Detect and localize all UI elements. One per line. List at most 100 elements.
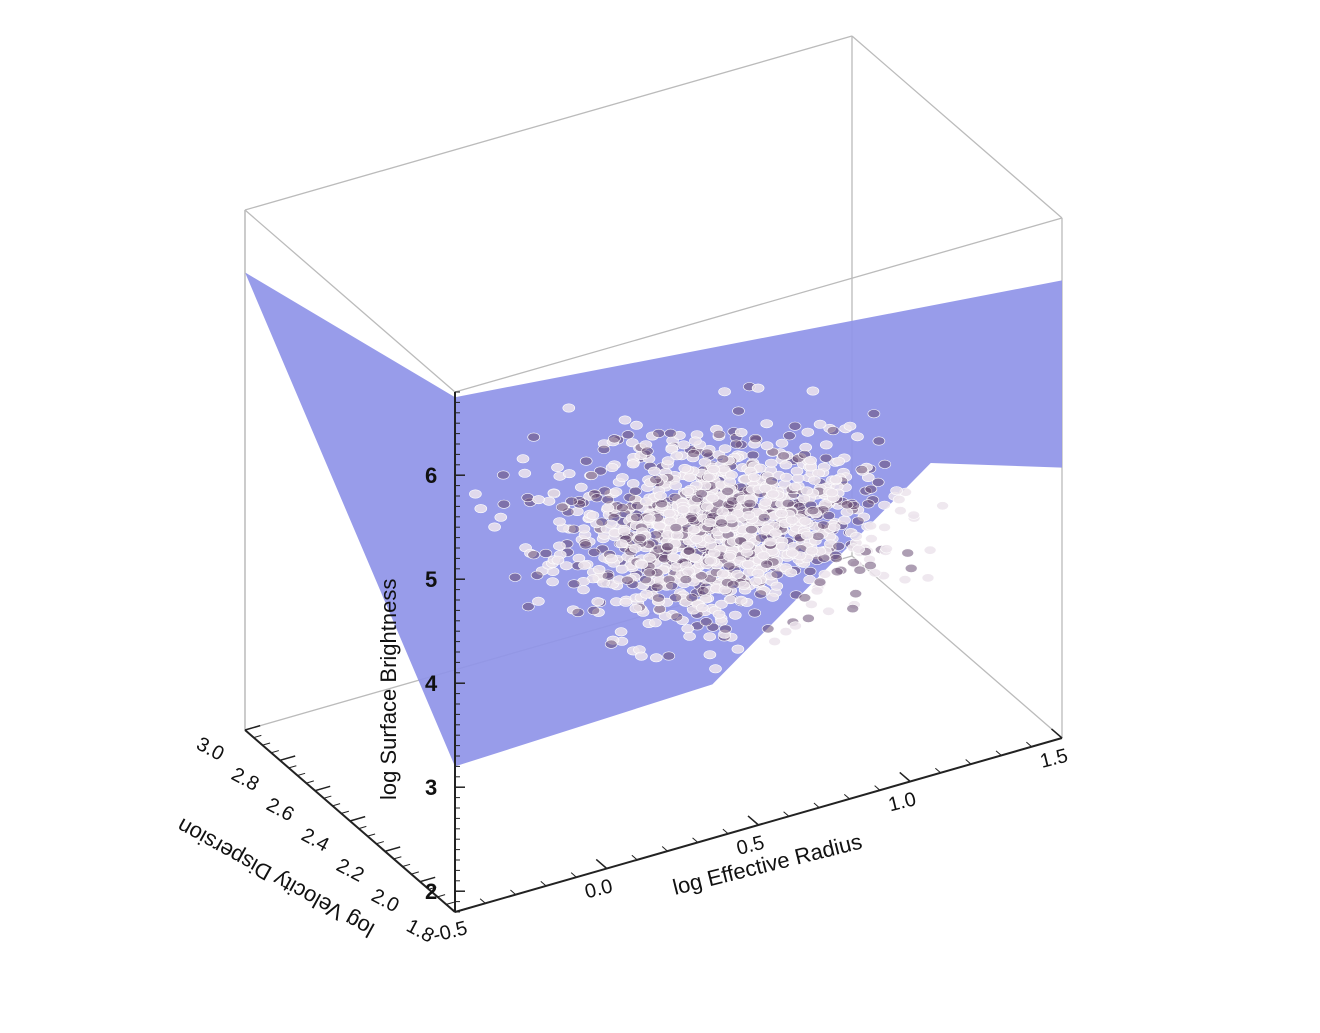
data-point: [851, 432, 864, 442]
data-point: [676, 505, 690, 515]
data-point: [765, 476, 778, 486]
data-point: [776, 541, 789, 551]
data-point: [742, 510, 756, 520]
data-point: [783, 431, 796, 441]
box-edge: [454, 217, 1063, 393]
data-point: [626, 479, 640, 489]
data-point: [804, 455, 817, 465]
data-point: [748, 608, 762, 618]
x-minor-tick: [510, 889, 517, 895]
data-point: [864, 484, 878, 494]
data-point: [754, 589, 767, 599]
data-point: [770, 569, 784, 579]
data-point: [761, 624, 775, 634]
y-tick-label: 2.0: [368, 885, 403, 917]
data-point: [729, 439, 743, 449]
data-point: [682, 566, 696, 576]
data-point: [605, 462, 619, 472]
y-minor-tick: [244, 727, 253, 731]
data-point: [616, 473, 629, 483]
data-point: [699, 617, 713, 627]
data-point: [861, 499, 875, 509]
data-point: [890, 486, 903, 496]
data-point: [907, 510, 921, 520]
data-point: [779, 460, 793, 470]
y-tick-label: 2.8: [228, 763, 263, 795]
data-point: [527, 550, 541, 560]
data-point: [683, 472, 697, 482]
data-point: [817, 520, 830, 530]
data-point: [852, 544, 865, 554]
data-point: [878, 500, 891, 510]
data-point: [813, 577, 827, 587]
x-minor-tick: [479, 898, 486, 904]
data-point: [878, 459, 892, 469]
data-point: [614, 627, 628, 637]
y-minor-tick: [428, 886, 437, 890]
data-point: [760, 441, 774, 451]
data-point: [579, 540, 593, 550]
data-point: [597, 444, 611, 454]
data-point: [878, 522, 891, 532]
x-minor-tick: [540, 880, 547, 887]
data-point: [800, 530, 814, 540]
data-point: [687, 448, 701, 458]
data-point: [850, 531, 863, 541]
x-minor-tick: [783, 811, 790, 817]
data-point: [803, 566, 817, 576]
data-point: [665, 581, 678, 591]
data-point: [565, 496, 578, 506]
data-point: [867, 409, 881, 419]
data-point: [670, 612, 684, 622]
data-point: [539, 548, 553, 558]
data-point: [516, 454, 530, 464]
data-point: [700, 501, 714, 511]
data-point: [649, 475, 663, 485]
data-point: [732, 406, 745, 416]
data-point: [587, 605, 601, 615]
data-point: [715, 599, 728, 609]
data-point: [642, 513, 656, 523]
data-point: [704, 556, 718, 566]
data-point: [801, 427, 815, 437]
data-point: [604, 639, 618, 649]
data-point: [703, 518, 717, 528]
data-point: [670, 451, 684, 461]
data-point: [779, 627, 793, 637]
data-point: [806, 506, 820, 516]
data-point: [749, 576, 763, 586]
data-point: [810, 586, 824, 596]
data-point: [649, 653, 663, 663]
data-point: [521, 602, 535, 612]
data-point: [718, 387, 731, 397]
data-point: [694, 571, 708, 581]
data-point: [649, 618, 662, 628]
data-point: [734, 595, 748, 605]
data-point: [855, 465, 869, 475]
data-point: [923, 545, 937, 555]
data-point: [759, 497, 773, 507]
data-point: [777, 451, 790, 461]
data-point: [661, 542, 675, 552]
data-point: [618, 415, 632, 425]
data-point: [696, 586, 710, 596]
data-point: [779, 472, 793, 482]
y-minor-tick: [411, 871, 419, 875]
x-minor-tick: [935, 767, 941, 774]
data-point: [840, 500, 854, 510]
data-point: [726, 580, 740, 590]
data-point: [494, 512, 508, 522]
z-tick-label: 2: [425, 879, 437, 904]
data-point: [662, 651, 676, 661]
data-point: [734, 427, 748, 437]
data-point: [829, 475, 843, 485]
data-point: [723, 477, 737, 487]
data-point: [716, 454, 730, 464]
data-point: [827, 522, 841, 532]
data-point: [469, 489, 482, 499]
data-point: [518, 468, 532, 478]
data-point: [805, 546, 819, 556]
data-point: [864, 521, 878, 531]
data-point: [865, 534, 878, 544]
